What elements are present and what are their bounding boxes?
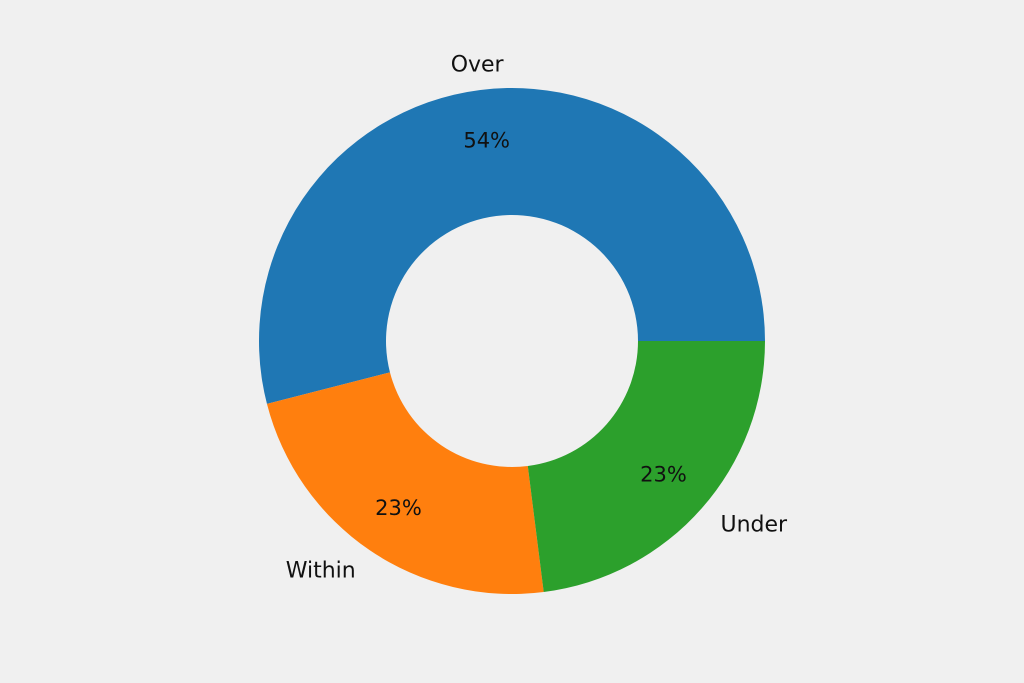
slice-label-over: Over	[451, 53, 505, 78]
slices-layer	[259, 88, 765, 594]
labels-layer: 54% Over 23% Within 23% Under	[286, 53, 788, 584]
slice-label-within: Within	[286, 558, 356, 583]
slice-within	[266, 372, 544, 594]
slice-label-under: Under	[721, 512, 789, 537]
pct-label-within: 23%	[375, 496, 422, 520]
pct-label-over: 54%	[463, 129, 510, 153]
slice-under	[527, 341, 765, 593]
slice-over	[259, 88, 765, 404]
pct-label-under: 23%	[640, 463, 687, 487]
